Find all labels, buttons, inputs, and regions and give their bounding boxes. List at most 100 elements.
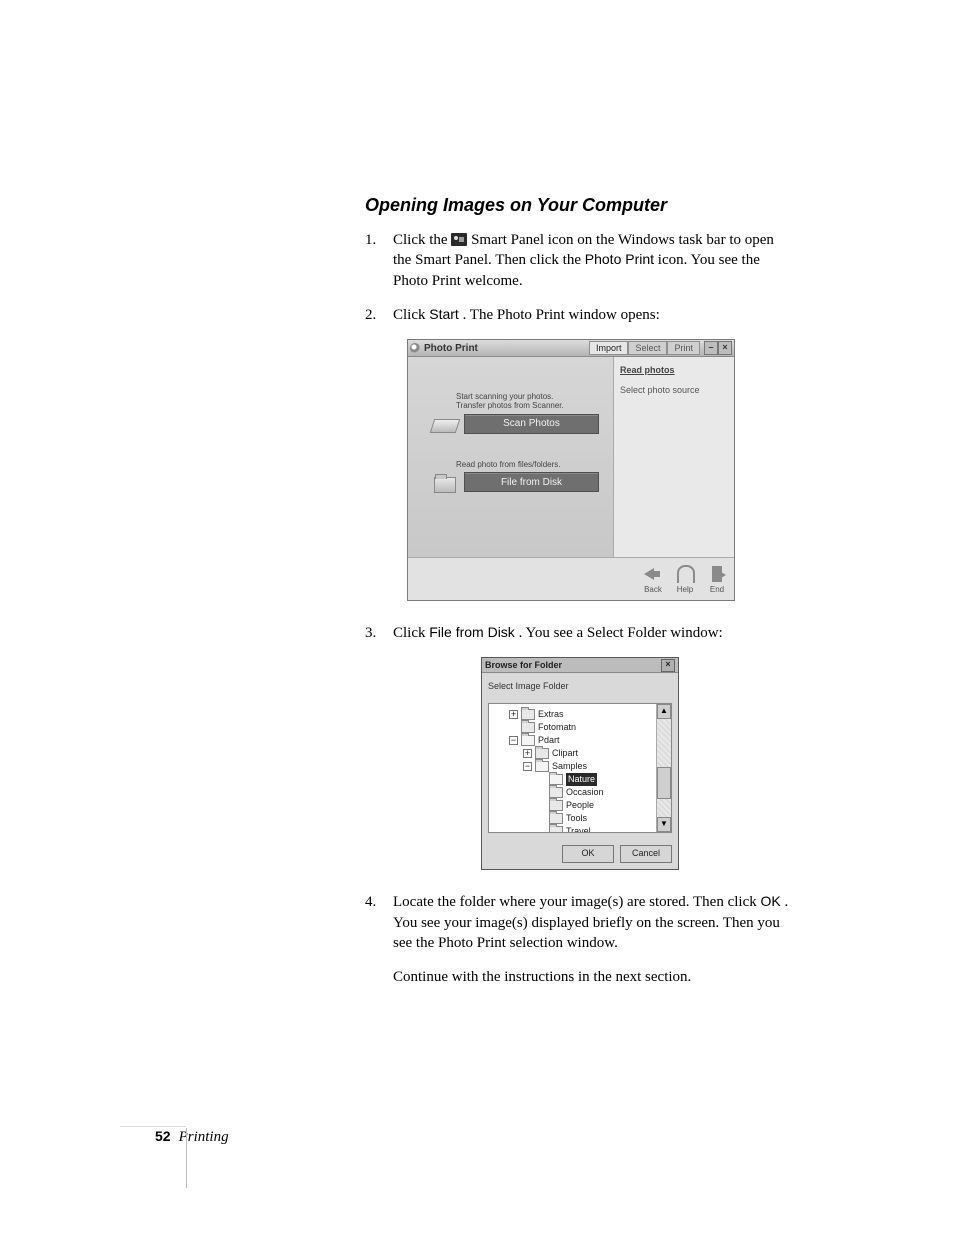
title-left: Photo Print <box>410 343 589 354</box>
tree-item[interactable]: −Samples <box>509 760 654 773</box>
right-pane: Read photos Select photo source <box>614 357 734 557</box>
page-number: 52 <box>155 1128 171 1144</box>
ok-button[interactable]: OK <box>562 845 614 863</box>
left-inner: Start scanning your photos. Transfer pho… <box>432 393 599 493</box>
disk-caption: Read photo from files/folders. <box>432 461 599 470</box>
footer-rule <box>186 1128 187 1188</box>
scroll-track[interactable] <box>657 719 671 817</box>
cancel-button[interactable]: Cancel <box>620 845 672 863</box>
dialog-prompt: Select Image Folder <box>482 673 678 697</box>
label: Extras <box>538 708 564 721</box>
text: Click <box>393 307 429 323</box>
folder-tree[interactable]: +Extras Fotomatn −Pdart +Clipart −Sample… <box>489 704 656 832</box>
tab-import[interactable]: Import <box>589 341 629 355</box>
select-source-label: Select photo source <box>620 385 728 395</box>
minimize-button[interactable]: – <box>704 341 718 355</box>
tab-select[interactable]: Select <box>628 341 667 355</box>
text: Click the <box>393 232 451 248</box>
folder-icon <box>521 735 535 746</box>
step-number: 3. <box>365 623 393 643</box>
ui-term-photo-print: Photo Print <box>585 251 654 267</box>
step-2: 2. Click Start . The Photo Print window … <box>365 305 795 325</box>
folder-icon <box>521 709 535 720</box>
continue-text: Continue with the instructions in the ne… <box>393 967 795 987</box>
window-title: Photo Print <box>424 343 478 354</box>
tree-wrap: +Extras Fotomatn −Pdart +Clipart −Sample… <box>488 703 672 833</box>
folder-icon <box>549 800 563 811</box>
dialog-buttons: OK Cancel <box>482 839 678 869</box>
caption-line: Transfer photos from Scanner. <box>456 402 599 411</box>
dialog-title: Browse for Folder <box>485 660 562 670</box>
app-icon <box>410 343 420 353</box>
folder-icon <box>549 813 563 824</box>
folder-icon <box>549 774 563 785</box>
scanner-icon <box>432 413 458 435</box>
read-photos-label: Read photos <box>620 365 728 375</box>
help-icon <box>676 565 694 583</box>
close-button[interactable]: × <box>661 659 675 672</box>
ui-term-ok: OK <box>760 893 780 909</box>
scroll-up-button[interactable]: ▲ <box>657 704 671 719</box>
tree-item[interactable]: Fotomatn <box>509 721 654 734</box>
tree-item[interactable]: +Clipart <box>509 747 654 760</box>
scroll-thumb[interactable] <box>657 767 671 799</box>
scroll-down-button[interactable]: ▼ <box>657 817 671 832</box>
text: . The Photo Print window opens: <box>463 307 660 323</box>
photo-print-window: Photo Print Import Select Print – × <box>407 339 735 601</box>
file-from-disk-button[interactable]: File from Disk <box>464 472 599 492</box>
tree-item-selected[interactable]: Nature <box>509 773 654 786</box>
scan-photos-button[interactable]: Scan Photos <box>464 414 599 434</box>
tree-item[interactable]: −Pdart <box>509 734 654 747</box>
folder-icon <box>535 761 549 772</box>
footer-decor <box>120 1126 186 1127</box>
content-column: Opening Images on Your Computer 1. Click… <box>365 195 795 987</box>
ui-term-file-from-disk: File from Disk <box>429 624 515 640</box>
browse-folder-dialog: Browse for Folder × Select Image Folder … <box>481 657 679 870</box>
text: Click <box>393 625 429 641</box>
window-footer: Back Help End <box>408 557 734 600</box>
help-button[interactable]: Help <box>676 565 694 594</box>
folder-icon <box>535 748 549 759</box>
close-button[interactable]: × <box>718 341 732 355</box>
step-number: 4. <box>365 892 393 912</box>
tab-print[interactable]: Print <box>667 341 700 355</box>
window-buttons: – × <box>704 341 732 355</box>
folder-icon <box>432 471 458 493</box>
left-pane: Start scanning your photos. Transfer pho… <box>408 357 614 557</box>
arrow-back-icon <box>644 565 662 583</box>
exit-icon <box>708 565 726 583</box>
page: Opening Images on Your Computer 1. Click… <box>0 0 954 1235</box>
scrollbar[interactable]: ▲ ▼ <box>656 704 671 832</box>
label: End <box>710 585 724 594</box>
footer-line: 52 Printing <box>155 1128 795 1146</box>
step-body: Click the Smart Panel icon on the Window… <box>393 230 795 291</box>
folder-icon <box>521 722 535 733</box>
label: Samples <box>552 760 587 773</box>
tree-item[interactable]: Tools <box>509 812 654 825</box>
back-button[interactable]: Back <box>644 565 662 594</box>
step-body: Click Start . The Photo Print window ope… <box>393 305 795 325</box>
folder-icon <box>549 826 563 832</box>
page-footer: 52 Printing <box>155 1128 795 1146</box>
scan-row: Scan Photos <box>432 413 599 435</box>
text: . You see a Select Folder window: <box>519 625 723 641</box>
tree-item[interactable]: +Extras <box>509 708 654 721</box>
end-button[interactable]: End <box>708 565 726 594</box>
label: Travel <box>566 825 591 832</box>
window-body: Start scanning your photos. Transfer pho… <box>408 357 734 557</box>
tree-item[interactable]: People <box>509 799 654 812</box>
folder-icon <box>549 787 563 798</box>
step-3: 3. Click File from Disk . You see a Sele… <box>365 623 795 643</box>
titlebar: Photo Print Import Select Print – × <box>408 340 734 357</box>
step-1: 1. Click the Smart Panel icon on the Win… <box>365 230 795 291</box>
scan-caption: Start scanning your photos. Transfer pho… <box>432 393 599 411</box>
step-body: Locate the folder where your image(s) ar… <box>393 892 795 953</box>
section-heading: Opening Images on Your Computer <box>365 195 795 216</box>
titlebar: Browse for Folder × <box>482 658 678 673</box>
tree-item[interactable]: Travel <box>509 825 654 832</box>
label: Fotomatn <box>538 721 576 734</box>
label: Occasion <box>566 786 604 799</box>
smart-panel-icon <box>451 233 467 246</box>
step-body: Click File from Disk . You see a Select … <box>393 623 795 643</box>
tree-item[interactable]: Occasion <box>509 786 654 799</box>
